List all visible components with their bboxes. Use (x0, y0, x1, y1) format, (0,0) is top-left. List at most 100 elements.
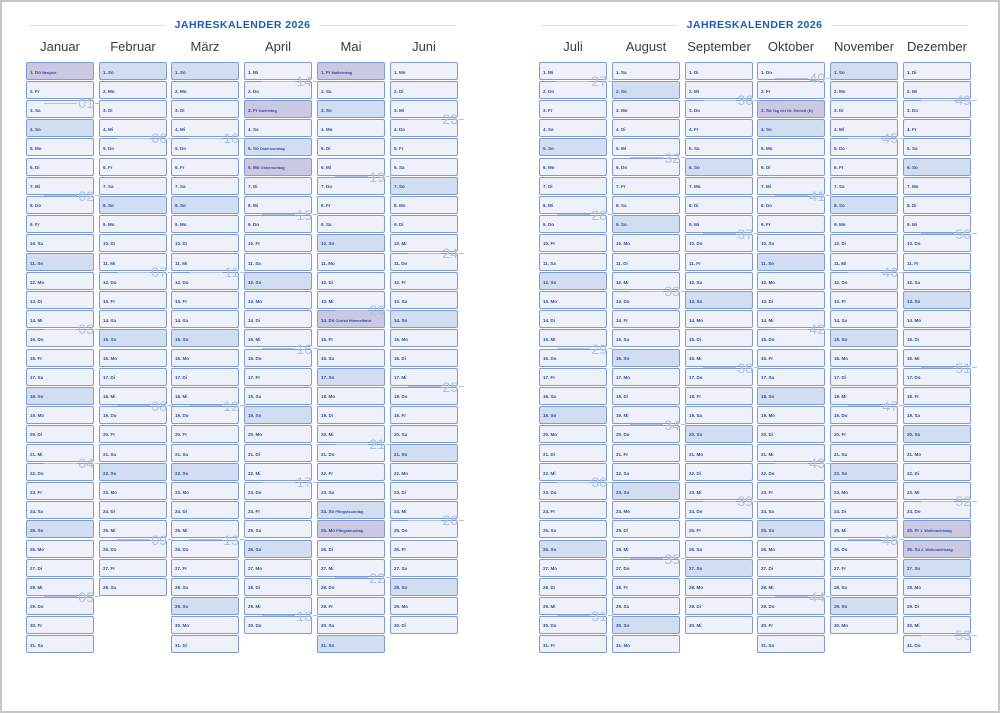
day-text: 26. So (543, 547, 557, 553)
day-text: 27. Sa (394, 566, 408, 572)
week-number-text: 51 (955, 359, 971, 376)
day-text: 19. Do (834, 413, 848, 419)
day-text: 23. Fr (30, 489, 43, 495)
day-cell: 19. Di (317, 405, 385, 424)
day-cell: 25. Mi (171, 520, 239, 539)
day-cell: 1. So (171, 62, 239, 80)
day-text: 8. Mi (543, 203, 554, 209)
day-cell: 22. Mi (539, 463, 607, 482)
day-text: 10. Di (103, 241, 116, 247)
day-cell: 17. Fr (539, 367, 607, 386)
day-cell: 1. Mo (390, 62, 458, 80)
day-label: 11. Fr (907, 258, 919, 268)
day-label: 22. Fr (321, 468, 333, 478)
day-text: 1. Mi (248, 69, 259, 75)
week-line (117, 137, 151, 139)
day-text: 12. So (543, 279, 557, 285)
day-label: 18. Fr (907, 391, 919, 401)
day-cell: 28. Mo (903, 577, 971, 596)
day-text: 20. Do (616, 432, 630, 438)
day-text: 31. Do (907, 642, 921, 648)
day-label: 10. Mi (394, 238, 407, 248)
day-text: 7. Di (543, 184, 553, 190)
day-cell: 23. Do (539, 482, 607, 501)
week-number-text: 43 (809, 455, 825, 472)
week-dash (240, 539, 245, 540)
week-number-text: 27 (591, 73, 607, 90)
day-text: 30. Fr (30, 623, 43, 629)
day-label: 22. So (175, 468, 188, 478)
week-number-text: 19 (369, 168, 385, 185)
day-text: 2. Do (543, 88, 555, 94)
day-cell: 30. Do (539, 615, 607, 634)
week-line (703, 99, 737, 101)
day-label: 29. Do (761, 601, 775, 611)
day-text: 11. Mi (103, 260, 116, 266)
week-dash (972, 233, 977, 235)
day-cell: 16. Do (539, 348, 607, 367)
day-label: 11. Mi (834, 258, 846, 268)
week-number-text: 46 (882, 264, 898, 281)
day-cell: 4. Sa (539, 119, 607, 138)
day-label: 21. Sa (834, 449, 847, 459)
week-dash (972, 634, 977, 636)
day-cell: 7. Mo (685, 176, 753, 195)
day-text: 26. Do (834, 547, 848, 553)
day-label: 19. Fr (394, 410, 406, 420)
day-label: 30. Fr (761, 620, 773, 630)
week-line (630, 558, 664, 560)
day-label: 31. Fr (543, 640, 555, 650)
day-text: 13. Sa (394, 298, 408, 304)
day-cell: 20. Di (757, 424, 825, 443)
week-line (408, 252, 442, 254)
day-label: 10. Do (907, 238, 921, 248)
day-cell: 7. Fr (612, 176, 680, 195)
week-line (703, 367, 737, 369)
day-text: 25. Mo (321, 528, 336, 534)
day-label: 31. So (321, 640, 334, 650)
week-line (262, 214, 296, 216)
day-cell: 3. Di (99, 100, 167, 119)
day-text: 16. Do (248, 356, 262, 362)
day-label: 7. Fr (616, 181, 626, 191)
week-line (262, 615, 296, 617)
week-number-text: 21 (369, 436, 385, 452)
day-label: 11. So (30, 258, 43, 268)
week-dash (681, 558, 686, 560)
month-header: April (264, 39, 291, 54)
day-text: 16. Di (394, 356, 407, 362)
day-text: 18. Mi (103, 394, 116, 400)
day-cell: 6. Mi (317, 157, 385, 176)
day-label: 22. Sa (616, 468, 629, 478)
day-label: 14. Mo (689, 315, 703, 325)
day-label: 9. Di (394, 219, 404, 229)
day-label: 1. Mi (248, 67, 258, 77)
day-text: 23. Mi (689, 489, 702, 495)
day-cell: 2. Fr (26, 81, 94, 100)
holiday-name: Ostersonntag (259, 147, 285, 152)
day-text: 16. So (616, 356, 630, 362)
day-label: 15. Mi (248, 334, 261, 344)
day-cell: 20. Do (612, 424, 680, 443)
day-cell: 16. Fr (757, 348, 825, 367)
day-label: 26. Mi (616, 544, 629, 554)
day-cell: 15. Sa (612, 329, 680, 348)
day-cell: 16. Di (390, 348, 458, 367)
day-label: 24. Fr (543, 506, 555, 516)
week-number: 01 (44, 94, 100, 112)
day-text: 26. Mo (761, 547, 776, 553)
day-cell: 3. Sa (26, 100, 94, 119)
day-cell: 22. Do (757, 463, 825, 482)
day-cell: 26. Sa (685, 539, 753, 558)
day-label: 16. Di (394, 353, 406, 363)
day-cell: 16. Mo (99, 348, 167, 367)
week-number-text: 12 (223, 397, 239, 414)
day-cell: 21. Mo (685, 444, 753, 462)
day-cell: 13. Di (757, 291, 825, 310)
day-cell: 14. Di (539, 310, 607, 329)
day-cell: 27. Di (757, 558, 825, 577)
day-cell: 17. Do (685, 367, 753, 386)
day-text: 23. Mo (834, 489, 849, 495)
day-cell: 29. Fr (317, 596, 385, 615)
day-text: 2. Mi (689, 88, 700, 94)
